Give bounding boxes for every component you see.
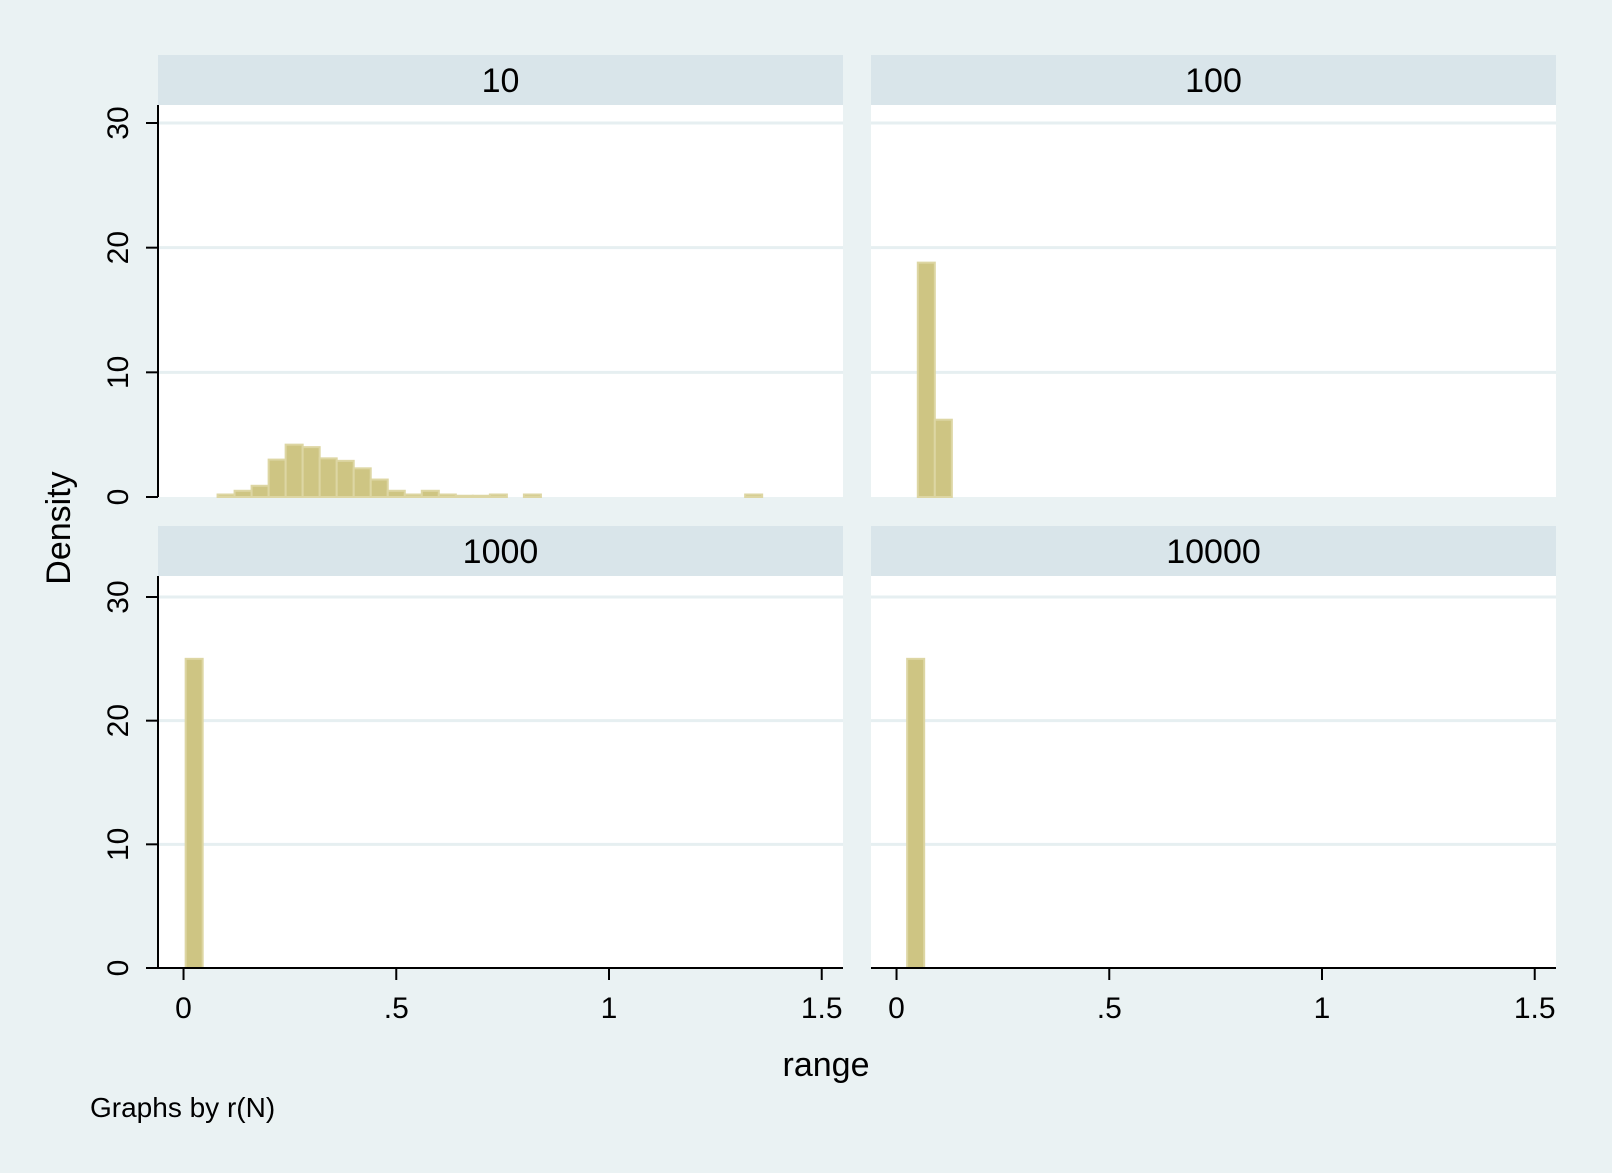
histogram-bar (488, 493, 508, 498)
histogram-bar (369, 478, 389, 498)
y-tick-label: 10 (102, 828, 135, 861)
plot-area (871, 105, 1556, 497)
histogram-bar (301, 446, 321, 498)
plot-area (158, 576, 843, 968)
y-tick-label: 10 (102, 356, 135, 389)
histogram-bar (744, 493, 764, 498)
histogram-bar (403, 493, 423, 498)
histogram-bar (522, 493, 542, 498)
histogram-bar (437, 493, 457, 498)
x-tick-label: .5 (384, 992, 409, 1025)
panel-strip (871, 55, 1556, 105)
y-tick-label: 20 (102, 704, 135, 737)
histogram-bar (471, 494, 491, 498)
histogram-bar (233, 489, 253, 498)
panel-strip (158, 55, 843, 105)
histogram-bar (386, 489, 406, 498)
histogram-bar (216, 493, 236, 498)
plot-area (158, 105, 843, 497)
x-tick-label: 1.5 (1514, 992, 1556, 1025)
panel-1000: 1000 0 10 20 30 0 .5 1 1.5 (102, 526, 843, 1025)
y-tick-label: 20 (102, 231, 135, 264)
y-tick-label: 0 (102, 960, 135, 977)
x-tick-label: 1.5 (801, 992, 843, 1025)
plot-area (871, 576, 1556, 968)
histogram-bar (335, 459, 355, 499)
panel-title: 100 (1185, 62, 1242, 100)
histogram-bar (420, 489, 440, 498)
x-tick-label: 0 (888, 992, 905, 1025)
panel-strip (871, 526, 1556, 576)
panel-title: 10 (482, 62, 520, 100)
histogram-bar (454, 494, 474, 498)
x-tick-label: 1 (601, 992, 618, 1025)
histogram-bar (906, 657, 926, 969)
x-axis-title: range (783, 1046, 870, 1084)
histogram-bar (250, 484, 270, 498)
histogram-bar (184, 657, 204, 969)
panel-10: 10 0 10 20 30 (102, 55, 843, 505)
x-tick-label: 1 (1314, 992, 1331, 1025)
y-axis-title: Density (40, 471, 78, 584)
panel-100: 100 (871, 55, 1556, 499)
histogram-bar (284, 443, 304, 499)
panel-title: 10000 (1166, 533, 1261, 571)
histogram-bar (933, 418, 953, 498)
histogram-bar (267, 458, 287, 499)
graphs-by-note: Graphs by r(N) (90, 1092, 275, 1123)
histogram-bar (916, 261, 936, 499)
panel-10000: 10000 0 .5 1 1.5 (871, 526, 1556, 1025)
histogram-bar (318, 457, 338, 498)
panel-title: 1000 (463, 533, 539, 571)
y-tick-label: 30 (102, 106, 135, 139)
y-tick-label: 0 (102, 489, 135, 506)
histogram-bar (352, 467, 372, 498)
x-tick-label: 0 (175, 992, 192, 1025)
x-tick-label: .5 (1097, 992, 1122, 1025)
y-tick-label: 30 (102, 580, 135, 613)
panel-strip (158, 526, 843, 576)
